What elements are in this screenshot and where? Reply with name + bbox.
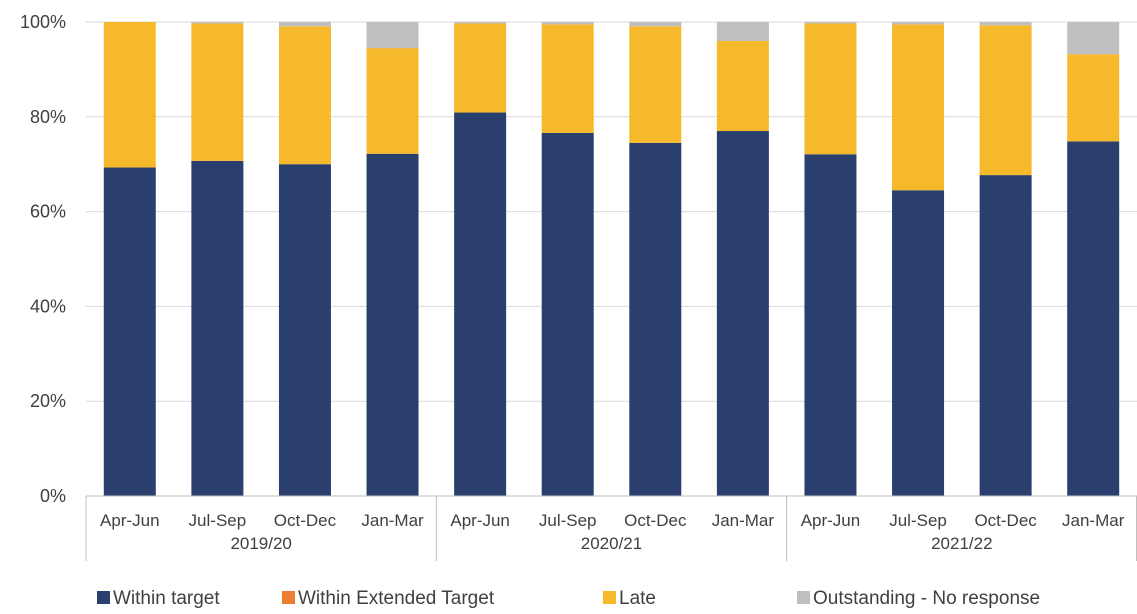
x-tick-label: Apr-Jun — [801, 511, 861, 530]
bar-segment — [278, 164, 331, 496]
bar-segment — [892, 22, 945, 25]
legend: Within target Within Extended Target Late O… — [97, 588, 1040, 609]
bar-segment — [804, 22, 857, 24]
bar-segment — [716, 131, 769, 496]
gridlines — [86, 21, 1137, 402]
bar-segment — [103, 167, 156, 496]
legend-swatch — [603, 591, 616, 604]
x-tick-label: Oct-Dec — [624, 511, 687, 530]
x-tick-label: Jan-Mar — [361, 511, 424, 530]
bar-segment — [629, 22, 682, 27]
x-tick-label: Jan-Mar — [1062, 511, 1125, 530]
group-label: 2021/22 — [931, 534, 992, 553]
y-tick-label: 80% — [30, 107, 66, 127]
bar-segment — [629, 142, 682, 496]
x-tick-label: Jul-Sep — [889, 511, 947, 530]
legend-label: Late — [619, 588, 656, 609]
bar-segment — [541, 22, 594, 25]
bar-segment — [454, 112, 507, 496]
bar-segment — [1067, 54, 1120, 142]
bar-segment — [191, 23, 244, 161]
y-tick-label: 20% — [30, 391, 66, 411]
x-tick-label: Jul-Sep — [539, 511, 597, 530]
group-label: 2019/20 — [230, 534, 291, 553]
bar-segment — [366, 153, 419, 496]
x-tick-label: Oct-Dec — [274, 511, 337, 530]
bar-segment — [103, 22, 156, 168]
bar-segment — [191, 160, 244, 496]
bar-segment — [454, 23, 507, 113]
legend-swatch — [282, 591, 295, 604]
bar-segment — [804, 154, 857, 496]
axes: 0% 20% 40% 60% 80% 100% Apr-Jun Jul-Sep Oct-Dec J… — [20, 12, 1137, 561]
legend-label: Outstanding - No response — [813, 588, 1040, 609]
bar-segment — [541, 24, 594, 133]
legend-swatch — [97, 591, 110, 604]
x-tick-label: Jul-Sep — [189, 511, 247, 530]
bar-segment — [804, 23, 857, 155]
y-tick-label: 40% — [30, 296, 66, 316]
bar-segment — [1067, 22, 1120, 55]
bar-segment — [979, 22, 1032, 26]
group-label: 2020/21 — [581, 534, 642, 553]
legend-swatch — [797, 591, 810, 604]
bars — [103, 22, 1120, 497]
bar-segment — [892, 24, 945, 191]
bar-segment — [191, 22, 244, 24]
y-tick-label: 0% — [40, 486, 66, 506]
y-tick-label: 100% — [20, 12, 66, 32]
bar-segment — [629, 26, 682, 143]
x-tick-label: Apr-Jun — [450, 511, 510, 530]
legend-label: Within Extended Target — [298, 588, 495, 609]
legend-label: Within target — [113, 588, 220, 609]
bar-segment — [1067, 141, 1120, 496]
x-tick-label: Jan-Mar — [712, 511, 775, 530]
y-tick-label: 60% — [30, 202, 66, 222]
bar-segment — [979, 175, 1032, 497]
bar-segment — [541, 132, 594, 496]
bar-segment — [278, 22, 331, 27]
bar-segment — [716, 40, 769, 132]
bar-segment — [892, 190, 945, 496]
x-tick-label: Oct-Dec — [974, 511, 1037, 530]
bar-segment — [979, 25, 1032, 176]
bar-segment — [366, 22, 419, 49]
bar-segment — [716, 22, 769, 41]
bar-segment — [454, 22, 507, 24]
bar-segment — [278, 26, 331, 165]
bar-segment — [366, 48, 419, 154]
x-tick-label: Apr-Jun — [100, 511, 160, 530]
